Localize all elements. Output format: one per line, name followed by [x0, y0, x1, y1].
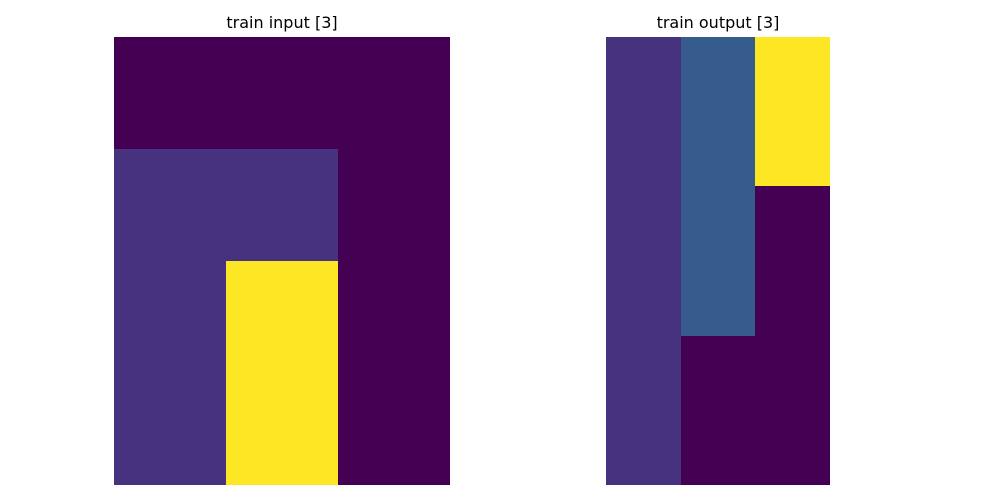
input-cell-r1-c2 [338, 149, 450, 261]
train-input-title: train input [3] [226, 13, 338, 32]
train-output-grid [606, 37, 830, 485]
input-cell-r0-c1 [226, 37, 338, 149]
output-cell-r1-c0 [606, 111, 681, 187]
input-cell-r0-c0 [114, 37, 226, 149]
input-cell-r3-c1 [226, 373, 338, 485]
output-cell-r3-c1 [680, 260, 756, 336]
output-cell-r1-c1 [680, 111, 756, 187]
train-input-panel: train input [3] [114, 0, 450, 500]
output-cell-r3-c2 [755, 260, 830, 336]
output-cell-r0-c0 [606, 37, 681, 112]
output-cell-r5-c1 [680, 410, 756, 485]
input-cell-r3-c0 [114, 373, 226, 485]
input-cell-r3-c2 [338, 373, 450, 485]
output-cell-r1-c2 [755, 111, 830, 187]
train-output-title: train output [3] [656, 13, 780, 32]
output-cell-r4-c2 [755, 335, 830, 411]
input-cell-r1-c0 [114, 149, 226, 261]
input-cell-r2-c2 [338, 261, 450, 373]
output-cell-r5-c0 [606, 410, 681, 485]
input-cell-r1-c1 [226, 149, 338, 261]
train-input-grid [114, 37, 450, 485]
output-cell-r5-c2 [755, 410, 830, 485]
output-cell-r4-c1 [680, 335, 756, 411]
output-cell-r2-c1 [680, 186, 756, 261]
input-cell-r0-c2 [338, 37, 450, 149]
input-cell-r2-c0 [114, 261, 226, 373]
input-cell-r2-c1 [226, 261, 338, 373]
output-cell-r3-c0 [606, 260, 681, 336]
train-output-panel: train output [3] [606, 0, 830, 500]
output-cell-r4-c0 [606, 335, 681, 411]
output-cell-r0-c2 [755, 37, 830, 112]
output-cell-r2-c2 [755, 186, 830, 261]
output-cell-r2-c0 [606, 186, 681, 261]
output-cell-r0-c1 [680, 37, 756, 112]
